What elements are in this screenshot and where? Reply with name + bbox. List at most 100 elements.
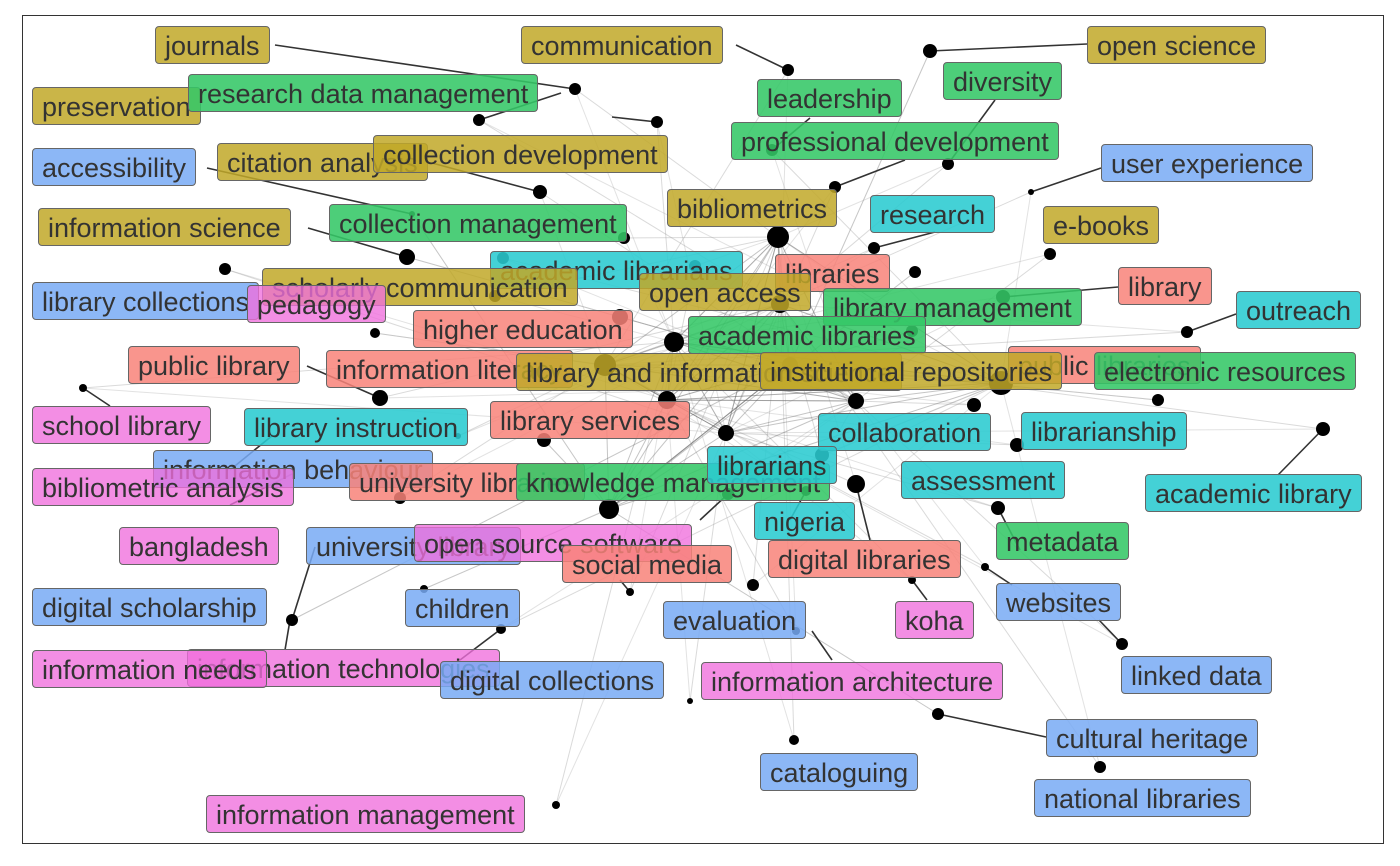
network-node xyxy=(789,735,799,745)
network-node xyxy=(967,398,981,412)
network-node xyxy=(552,801,560,809)
network-node xyxy=(687,698,693,704)
leader-line xyxy=(937,713,1047,738)
keyword-label: research data management xyxy=(188,74,539,112)
keyword-label: academic library xyxy=(1145,474,1362,512)
keyword-label: professional development xyxy=(731,122,1059,160)
network-edge xyxy=(666,399,857,402)
keyword-label: preservation xyxy=(32,87,201,125)
network-node xyxy=(782,64,794,76)
network-node xyxy=(908,576,916,584)
keyword-label: e-books xyxy=(1043,206,1160,244)
keyword-label: open access xyxy=(639,273,811,311)
network-node xyxy=(651,116,663,128)
keyword-label: information management xyxy=(206,795,525,833)
leader-line xyxy=(307,227,408,258)
network-node xyxy=(848,393,864,409)
network-node xyxy=(626,588,634,596)
plot-area xyxy=(22,15,1384,844)
network-edge xyxy=(855,400,975,406)
keyword-label: information needs xyxy=(32,650,267,688)
keyword-label: institutional repositories xyxy=(760,352,1063,390)
keyword-label: higher education xyxy=(413,310,633,348)
network-node xyxy=(1316,422,1330,436)
keyword-label: information science xyxy=(38,208,291,246)
leader-line xyxy=(984,566,1013,586)
keyword-label: national libraries xyxy=(1034,779,1251,817)
network-edge xyxy=(1000,191,1032,384)
network-node xyxy=(868,242,880,254)
keyword-label: cataloguing xyxy=(760,753,919,791)
keyword-label: library services xyxy=(490,401,691,439)
leader-line xyxy=(82,387,111,407)
keyword-label: assessment xyxy=(901,461,1066,499)
keyword-label: librarianship xyxy=(1021,412,1187,450)
network-node xyxy=(981,563,989,571)
keyword-label: accessibility xyxy=(32,148,197,186)
keyword-label: metadata xyxy=(996,522,1129,560)
network-node xyxy=(533,185,547,199)
network-edge xyxy=(666,399,797,632)
leader-line xyxy=(611,116,658,123)
keyword-label: information architecture xyxy=(701,662,1004,700)
leader-line xyxy=(855,483,871,541)
network-edge xyxy=(623,236,779,239)
keyword-label: communication xyxy=(521,26,723,64)
leader-line xyxy=(811,630,833,661)
keyword-label: library xyxy=(1118,267,1212,305)
keyword-label: diversity xyxy=(943,62,1063,100)
leader-line xyxy=(1030,167,1102,193)
network-edge xyxy=(666,399,857,402)
network-node xyxy=(932,708,944,720)
network-node xyxy=(1094,761,1106,773)
leader-line xyxy=(911,579,928,601)
network-node xyxy=(664,332,684,352)
network-node xyxy=(942,158,954,170)
keyword-label: bibliometrics xyxy=(667,189,838,227)
network-edge xyxy=(725,400,857,434)
leader-line xyxy=(929,43,1088,52)
network-node xyxy=(473,114,485,126)
keyword-label: school library xyxy=(32,406,212,444)
keyword-label: open science xyxy=(1087,26,1267,64)
network-node xyxy=(569,83,581,95)
network-edge xyxy=(789,50,931,366)
keyword-label: pedagogy xyxy=(247,285,386,323)
keyword-label: bibliometric analysis xyxy=(32,468,294,506)
network-node xyxy=(991,501,1005,515)
keyword-label: digital libraries xyxy=(768,540,961,578)
keyword-label: research xyxy=(870,195,996,233)
keyword-label: collaboration xyxy=(818,413,992,451)
keyword-label: collection management xyxy=(329,204,627,242)
keyword-label: user experience xyxy=(1101,144,1314,182)
keyword-label: koha xyxy=(895,601,974,639)
leader-line xyxy=(1277,428,1324,476)
network-node xyxy=(372,390,388,406)
keyword-label: collection development xyxy=(373,135,668,173)
leader-line xyxy=(834,159,906,188)
keyword-label: bangladesh xyxy=(119,527,279,565)
network-node xyxy=(1044,248,1056,260)
network-edge xyxy=(666,399,857,402)
keyword-label: journals xyxy=(155,26,270,64)
network-node xyxy=(1116,638,1128,650)
keyword-label: library instruction xyxy=(244,408,469,446)
network-node xyxy=(1181,326,1193,338)
keyword-label: library collections xyxy=(32,282,260,320)
network-edge xyxy=(725,382,1002,434)
keyword-label: websites xyxy=(996,583,1122,621)
keyword-label: children xyxy=(405,589,520,627)
keyword-label: social media xyxy=(562,545,733,583)
keyword-label: linked data xyxy=(1121,656,1272,694)
leader-line xyxy=(1186,313,1237,333)
keyword-label: evaluation xyxy=(663,601,807,639)
leader-line xyxy=(873,231,936,249)
network-node xyxy=(923,44,937,58)
network-node xyxy=(1010,438,1024,452)
network-node xyxy=(219,263,231,275)
leader-line xyxy=(735,44,789,71)
network-node xyxy=(370,328,380,338)
keyword-label: academic libraries xyxy=(688,316,926,354)
keyword-label: electronic resources xyxy=(1094,352,1356,390)
network-edge xyxy=(789,50,931,366)
